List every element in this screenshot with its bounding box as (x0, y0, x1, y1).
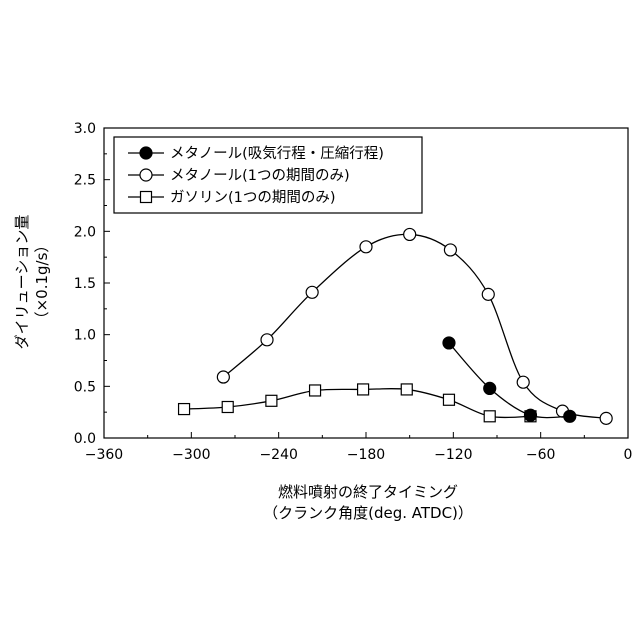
data-point (310, 385, 321, 396)
data-point (524, 409, 536, 421)
legend: メタノール(吸気行程・圧縮行程) メタノール(1つの期間のみ) ガソリン(1つの期間… (114, 137, 422, 213)
x-tick-label: −60 (526, 447, 556, 463)
x-tick-label: −120 (434, 447, 472, 463)
data-point (482, 288, 494, 300)
data-point (404, 228, 416, 240)
y-tick-label: 2.5 (74, 173, 96, 189)
axis-titles: 燃料噴射の終了タイミング （クランク角度(deg. ATDC)） ダイリューショ… (13, 215, 473, 522)
data-point (484, 382, 496, 394)
data-point (443, 337, 455, 349)
legend-marker (140, 169, 152, 181)
data-point (600, 412, 612, 424)
y-tick-label: 1.0 (74, 328, 96, 344)
y-axis-title: ダイリューション量 (13, 215, 31, 350)
y-tick-label: 0.0 (74, 431, 96, 447)
x-tick-label: −180 (347, 447, 385, 463)
series-3 (179, 384, 536, 422)
legend-marker (141, 192, 152, 203)
data-point (484, 411, 495, 422)
data-point (222, 402, 233, 413)
data-point (266, 395, 277, 406)
data-point (401, 384, 412, 395)
x-tick-label: 0 (624, 447, 633, 463)
x-tick-label: −240 (259, 447, 297, 463)
data-point (517, 376, 529, 388)
data-point (217, 371, 229, 383)
series-layer (179, 228, 613, 424)
legend-label: メタノール(1つの期間のみ) (170, 167, 350, 184)
data-point (306, 286, 318, 298)
x-tick-label: −300 (172, 447, 210, 463)
legend-marker (140, 147, 152, 159)
legend-label: メタノール(吸気行程・圧縮行程) (170, 145, 384, 162)
y-tick-label: 1.5 (74, 276, 96, 292)
x-axis-subtitle: （クランク角度(deg. ATDC)） (263, 504, 473, 522)
y-tick-label: 2.0 (74, 224, 96, 240)
y-axis-subtitle: （×0.1g/s） (33, 238, 51, 327)
x-axis-title: 燃料噴射の終了タイミング (278, 483, 458, 501)
legend-label: ガソリン(1つの期間のみ) (170, 189, 336, 206)
data-point (179, 404, 190, 415)
y-tick-label: 3.0 (74, 121, 96, 137)
data-point (443, 394, 454, 405)
data-point (564, 410, 576, 422)
data-point (261, 334, 273, 346)
data-point (358, 384, 369, 395)
data-point (360, 241, 372, 253)
data-point (444, 244, 456, 256)
x-tick-label: −360 (85, 447, 123, 463)
y-tick-label: 0.5 (74, 379, 96, 395)
